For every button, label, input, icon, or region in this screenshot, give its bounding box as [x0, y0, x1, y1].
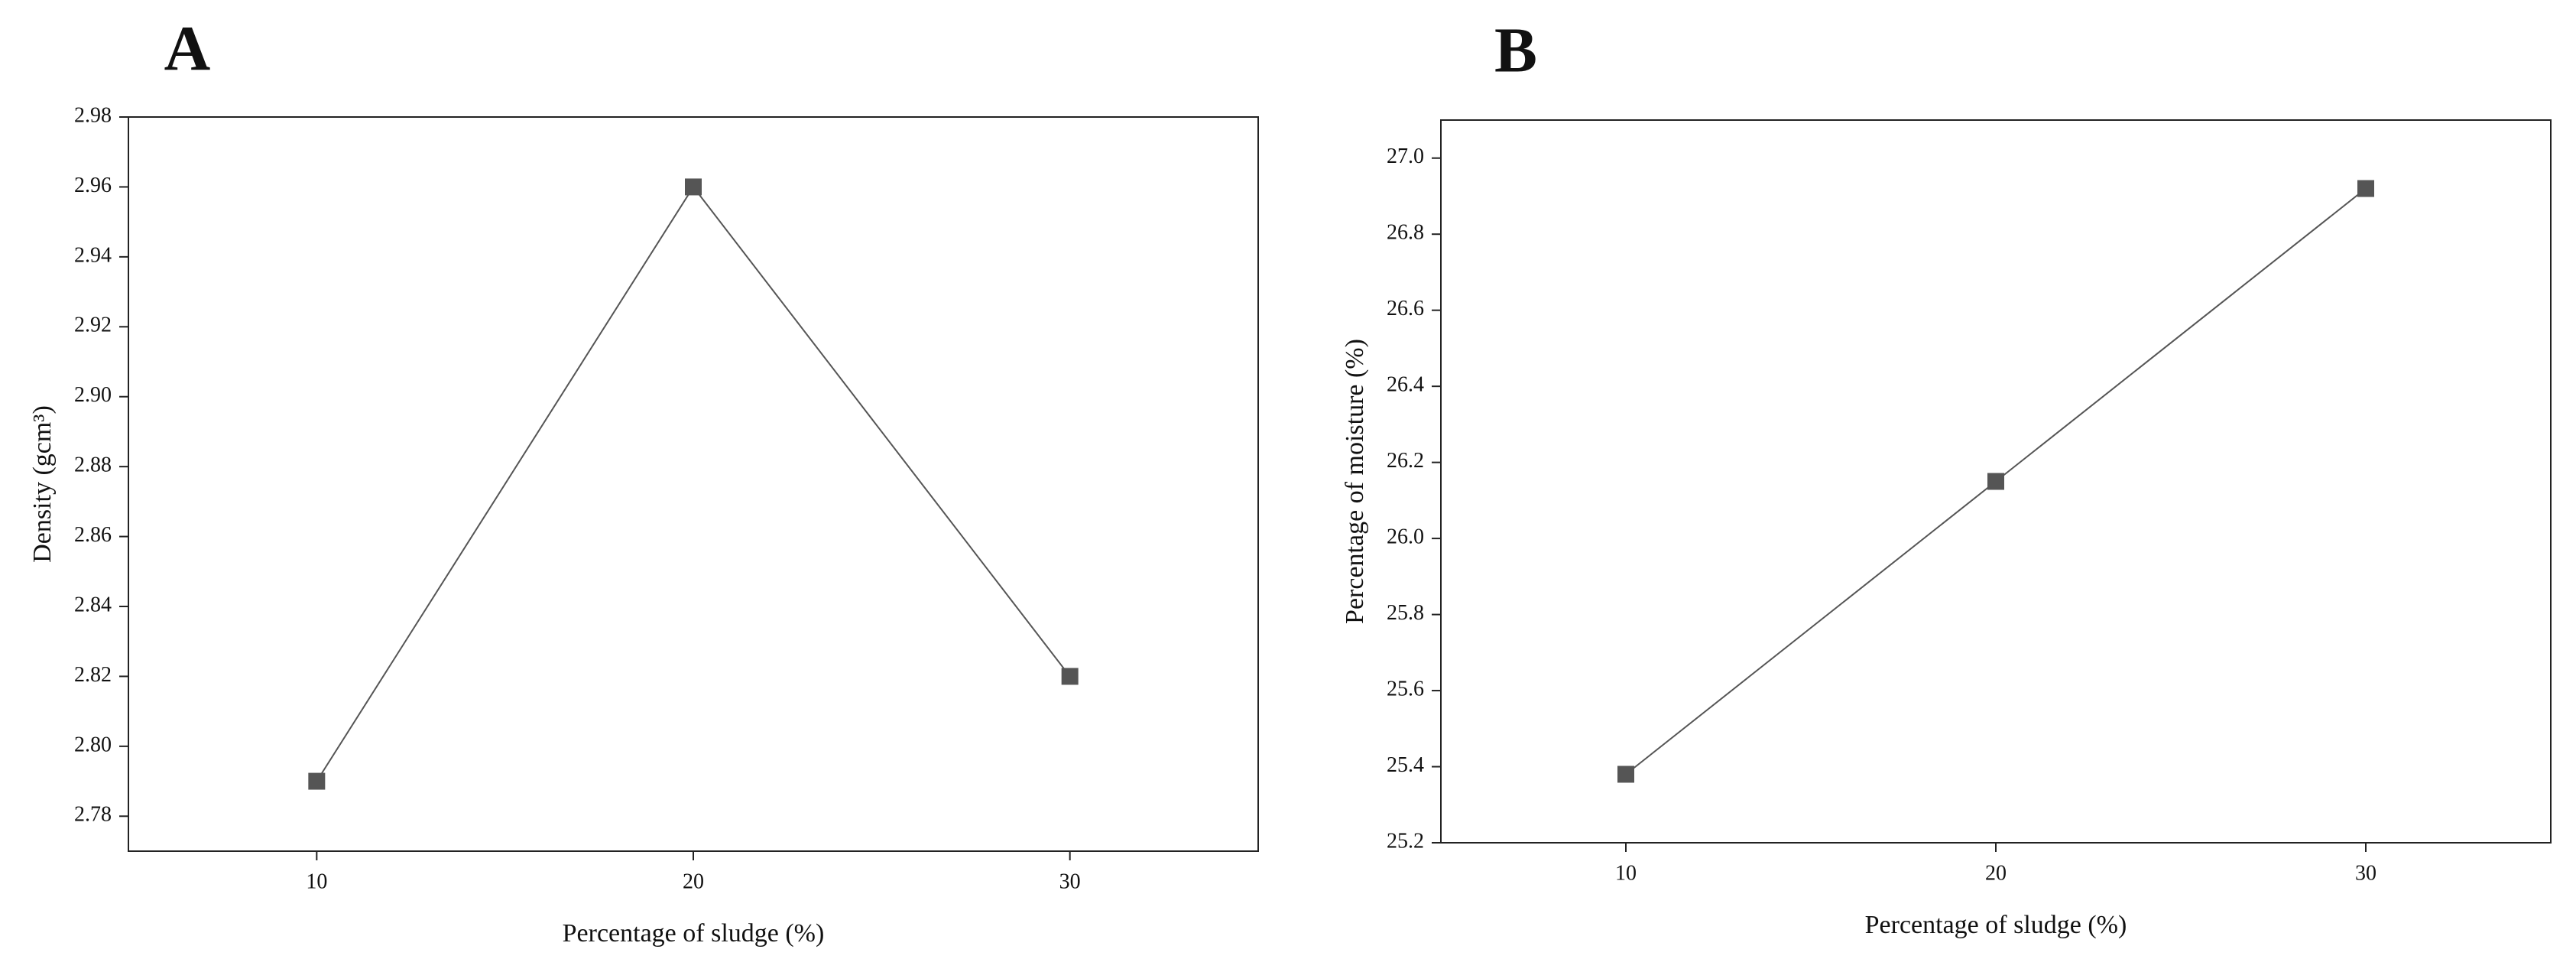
- y-tick-label: 2.88: [74, 453, 112, 477]
- y-tick-label: 2.84: [74, 593, 112, 616]
- x-tick-label: 20: [683, 870, 704, 893]
- y-tick-label: 26.6: [1387, 297, 1424, 320]
- y-tick-label: 2.98: [74, 103, 112, 127]
- y-tick-label: 2.90: [74, 383, 112, 407]
- y-tick-label: 26.0: [1387, 525, 1424, 549]
- y-tick-label: 26.8: [1387, 221, 1424, 245]
- y-tick-label: 25.8: [1387, 601, 1424, 625]
- panel-label: B: [1494, 15, 1537, 86]
- data-point: [2357, 180, 2374, 197]
- x-axis-title: Percentage of sludge (%): [563, 919, 825, 948]
- y-tick-label: 2.86: [74, 523, 112, 547]
- x-tick-label: 30: [1059, 870, 1081, 893]
- plot-frame: [128, 116, 1259, 852]
- data-line: [316, 185, 1071, 782]
- data-point: [1061, 668, 1079, 685]
- y-tick-label: 2.80: [74, 733, 112, 756]
- y-tick-label: 25.4: [1387, 753, 1424, 777]
- y-axis-title: Density (gcm³): [28, 405, 57, 563]
- data-point: [685, 178, 702, 196]
- x-tick-label: 10: [1615, 861, 1637, 885]
- y-tick-label: 2.92: [74, 314, 112, 337]
- x-tick-label: 30: [2355, 861, 2376, 885]
- data-point: [308, 772, 326, 790]
- y-tick-label: 2.82: [74, 663, 112, 687]
- x-tick-label: 20: [1985, 861, 2007, 885]
- x-axis-title: Percentage of sludge (%): [1865, 911, 2127, 939]
- data-point: [1617, 766, 1634, 783]
- y-tick-label: 2.96: [74, 174, 112, 197]
- y-tick-label: 25.6: [1387, 677, 1424, 701]
- y-tick-label: 2.78: [74, 803, 112, 827]
- y-tick-label: 25.2: [1387, 829, 1424, 853]
- y-tick-label: 27.0: [1387, 145, 1424, 168]
- y-tick-label: 26.2: [1387, 449, 1424, 473]
- panel-label: A: [164, 13, 211, 84]
- y-tick-label: 2.94: [74, 243, 112, 267]
- y-tick-label: 26.4: [1387, 373, 1424, 397]
- x-tick-label: 10: [306, 870, 327, 893]
- y-axis-title: Percentage of moisture (%): [1341, 339, 1369, 624]
- data-point: [1987, 473, 2004, 490]
